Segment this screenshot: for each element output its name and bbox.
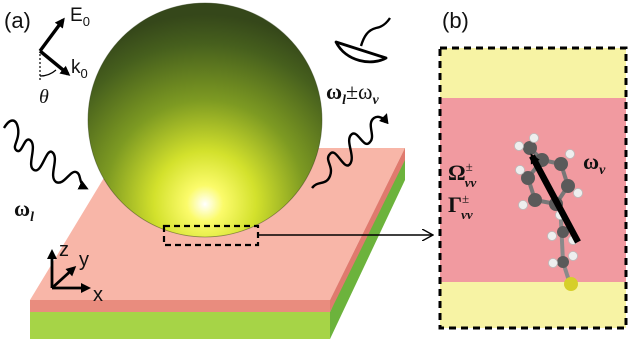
incident-beam: ωl [2, 119, 89, 225]
substrate-right-edge [330, 148, 405, 312]
z-axis-label: z [59, 239, 69, 261]
scattered-beam: ωl±ωv [311, 79, 389, 189]
substrate-top-edge [30, 300, 330, 312]
y-axis-label: y [79, 249, 89, 271]
polarization-vector [38, 17, 65, 53]
gap-top-metal [440, 48, 626, 98]
gap-bottom-metal [440, 282, 626, 328]
theta-label: θ [39, 86, 49, 108]
panel-b-dashed-frame [438, 46, 628, 330]
wavevector [38, 49, 71, 76]
incident-frequency-label: ωl [14, 196, 34, 225]
field-vectors: E0 k0 θ [38, 5, 90, 108]
vibration-frequency-label: ωv [583, 149, 606, 178]
sphere-shading [87, 2, 323, 238]
y-axis-arrow [51, 265, 77, 290]
nanosphere [88, 3, 322, 237]
coupling-gamma-label: Γ± vv [448, 191, 473, 222]
panel-a-label: (a) [4, 8, 31, 33]
panel-b-inset: Ω± vv Γ± vv ωv [438, 46, 628, 330]
vibration-arrow [529, 153, 581, 244]
axes-triad: z y x [47, 239, 103, 306]
detector-icon [334, 17, 391, 64]
panel-b-label: (b) [442, 8, 469, 33]
scattered-wave-icon [311, 113, 389, 189]
angle-arc [39, 69, 57, 77]
incident-wave-icon [2, 119, 89, 190]
coupling-omega-label: Ω± vv [448, 159, 477, 190]
x-axis-label: x [93, 284, 103, 306]
scattered-frequency-label: ωl±ωv [326, 79, 380, 108]
sulfur-atom [564, 277, 578, 291]
molecule [514, 133, 583, 291]
k-label: k0 [71, 57, 88, 81]
substrate-front-face [30, 312, 330, 339]
e-label: E0 [70, 5, 90, 29]
